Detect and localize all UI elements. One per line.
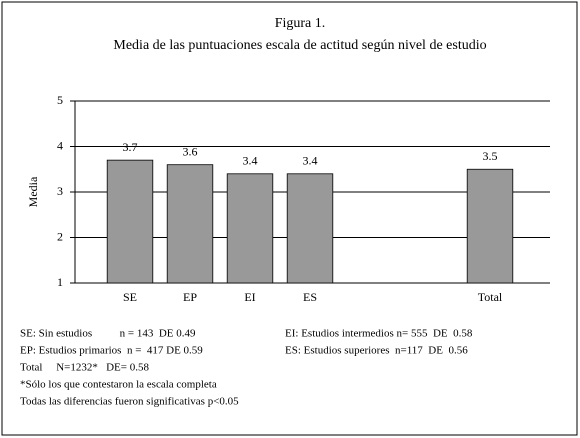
value-label: 3.5 [483,149,498,163]
y-axis-label: Media [26,176,40,207]
value-label: 3.4 [243,154,258,168]
bar [106,159,154,284]
chart-title: Figura 1. [275,16,326,31]
y-tick-label: 4 [57,138,63,152]
bar [226,173,274,284]
note: *Sólo los que contestaron la escala comp… [20,379,217,391]
value-label: 3.6 [183,144,198,158]
value-label: 3.4 [303,154,318,168]
bar [466,168,514,284]
x-tick-label: SE [123,290,137,304]
x-tick-label: ES [303,290,317,304]
note: EI: Estudios intermedios n= 555 DE 0.58 [285,328,473,340]
note: Todas las diferencias fueron significati… [20,396,239,408]
x-tick-label: EI [244,290,255,304]
x-tick-label: EP [183,290,197,304]
y-tick-label: 5 [57,93,63,107]
x-tick-label: Total [478,290,503,304]
y-tick-label: 2 [57,229,63,243]
note: EP: Estudios primarios n = 417 DE 0.59 [20,345,203,357]
bar [166,164,214,284]
chart-subtitle: Media de las puntuaciones escala de acti… [113,38,486,53]
note: Total N=1232* DE= 0.58 [20,362,149,374]
bar [286,173,334,284]
note: ES: Estudios superiores n=117 DE 0.56 [285,345,468,357]
y-tick-label: 1 [57,275,63,289]
y-tick-label: 3 [57,184,63,198]
value-label: 3.7 [123,140,138,154]
note: SE: Sin estudios n = 143 DE 0.49 [20,328,196,340]
